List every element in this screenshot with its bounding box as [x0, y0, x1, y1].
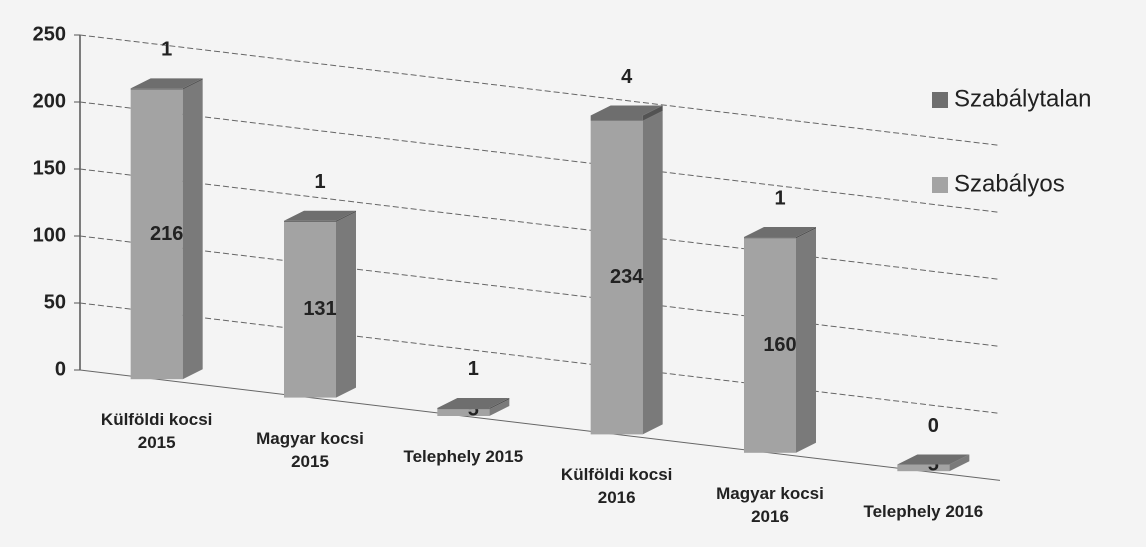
- data-label: 4: [621, 66, 633, 88]
- data-label: 0: [928, 415, 939, 437]
- bar-top: [590, 105, 663, 116]
- grid-line: [79, 168, 1001, 280]
- bar: [130, 89, 183, 380]
- bar: [897, 464, 950, 472]
- data-label: 1: [774, 187, 785, 209]
- x-tick-label: Telephely 2015: [403, 447, 524, 466]
- legend-swatch: [932, 92, 948, 108]
- grid-line: [79, 101, 1001, 213]
- bar: [590, 115, 643, 121]
- legend-label: Szabálytalan: [954, 85, 1091, 112]
- data-label: 216: [150, 223, 183, 245]
- bar-side: [182, 79, 203, 380]
- bar-side: [796, 227, 816, 239]
- grid-line: [79, 235, 1001, 347]
- x-tick-label: Magyar kocsi 2015: [256, 428, 364, 471]
- grid-line: [79, 302, 1001, 414]
- bar-top: [130, 78, 203, 89]
- bar-side: [642, 110, 663, 435]
- bar-side: [796, 228, 816, 453]
- grid-line: [79, 369, 1001, 481]
- bar: [744, 238, 796, 453]
- bar-side: [336, 212, 356, 398]
- bar: [744, 237, 796, 239]
- bar: [284, 220, 336, 223]
- y-tick-label: 50: [44, 291, 66, 313]
- bar-side: [336, 210, 356, 223]
- bar-side: [489, 399, 510, 416]
- data-label: 234: [610, 266, 644, 288]
- bar: [130, 88, 183, 90]
- bar: [437, 409, 490, 416]
- y-tick-label: 100: [33, 224, 66, 246]
- bar-top: [744, 227, 816, 238]
- y-tick-label: 0: [55, 358, 66, 380]
- data-label: 1: [468, 358, 479, 380]
- y-tick-label: 250: [33, 23, 66, 45]
- grid-line: [79, 34, 1001, 146]
- bar-top: [284, 210, 356, 221]
- data-label: 131: [303, 298, 336, 320]
- bar: [437, 407, 490, 410]
- x-tick-label: Magyar kocsi 2016: [716, 483, 824, 526]
- bar-top: [437, 397, 510, 408]
- x-tick-label: Külföldi kocsi 2015: [100, 410, 213, 453]
- y-tick-label: 200: [33, 90, 66, 112]
- data-label: 1: [314, 171, 325, 193]
- bar-side: [642, 105, 663, 121]
- data-label: 1: [161, 39, 172, 61]
- legend-label: Szabályos: [954, 170, 1065, 197]
- x-tick-label: Külföldi kocsi 2016: [560, 465, 673, 508]
- data-label: 160: [763, 334, 796, 356]
- bar-side: [949, 454, 970, 472]
- bar-side: [489, 397, 510, 410]
- bar-top: [897, 454, 970, 465]
- x-tick-label: Telephely 2016: [863, 502, 984, 522]
- bar-side: [182, 78, 203, 90]
- legend-swatch: [932, 177, 948, 193]
- bar: [284, 222, 336, 398]
- bar: [590, 120, 643, 435]
- y-tick-label: 150: [33, 157, 66, 179]
